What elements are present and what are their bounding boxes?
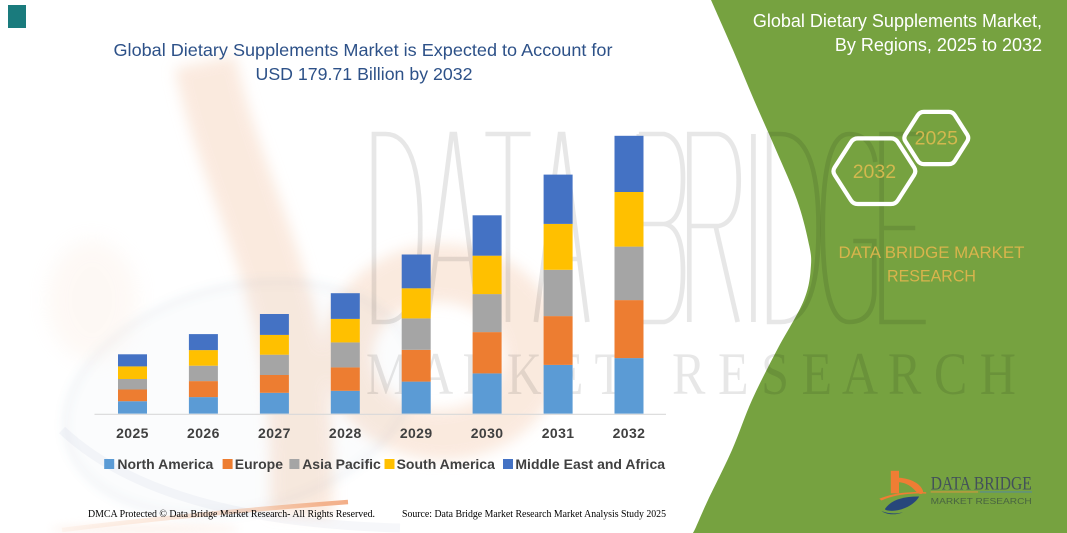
svg-text:R E S E A R C H: R E S E A R C H (672, 341, 1016, 407)
svg-text:Asia Pacific: Asia Pacific (302, 456, 381, 472)
svg-text:2032: 2032 (613, 425, 646, 441)
svg-text:RESEARCH: RESEARCH (887, 267, 976, 286)
svg-text:2028: 2028 (329, 425, 362, 441)
svg-text:By Regions, 2025 to 2032: By Regions, 2025 to 2032 (835, 35, 1042, 55)
svg-text:Europe: Europe (235, 456, 283, 472)
svg-text:2032: 2032 (853, 161, 896, 183)
svg-text:2027: 2027 (258, 425, 291, 441)
svg-text:MARKET RESEARCH: MARKET RESEARCH (931, 497, 1032, 506)
svg-text:2031: 2031 (542, 425, 575, 441)
svg-text:Source: Data Bridge Market Res: Source: Data Bridge Market Research Mark… (402, 509, 666, 520)
svg-text:South America: South America (397, 456, 495, 472)
svg-text:2029: 2029 (400, 425, 433, 441)
svg-text:Global Dietary Supplements Mar: Global Dietary Supplements Market is Exp… (114, 40, 613, 60)
svg-text:Global Dietary Supplements Mar: Global Dietary Supplements Market, (753, 11, 1042, 31)
svg-text:2030: 2030 (471, 425, 504, 441)
svg-text:DATA BRIDGE: DATA BRIDGE (931, 473, 1032, 494)
svg-text:North America: North America (117, 456, 213, 472)
svg-text:USD 179.71 Billion by 2032: USD 179.71 Billion by 2032 (256, 64, 473, 84)
svg-text:Middle East and Africa: Middle East and Africa (515, 456, 665, 472)
svg-text:2025: 2025 (915, 128, 959, 150)
svg-text:2026: 2026 (187, 425, 220, 441)
svg-text:DATA BRIDGE MARKET: DATA BRIDGE MARKET (839, 243, 1025, 262)
svg-text:DMCA Protected © Data Bridge M: DMCA Protected © Data Bridge Market Rese… (88, 509, 375, 520)
svg-text:2025: 2025 (116, 425, 149, 441)
